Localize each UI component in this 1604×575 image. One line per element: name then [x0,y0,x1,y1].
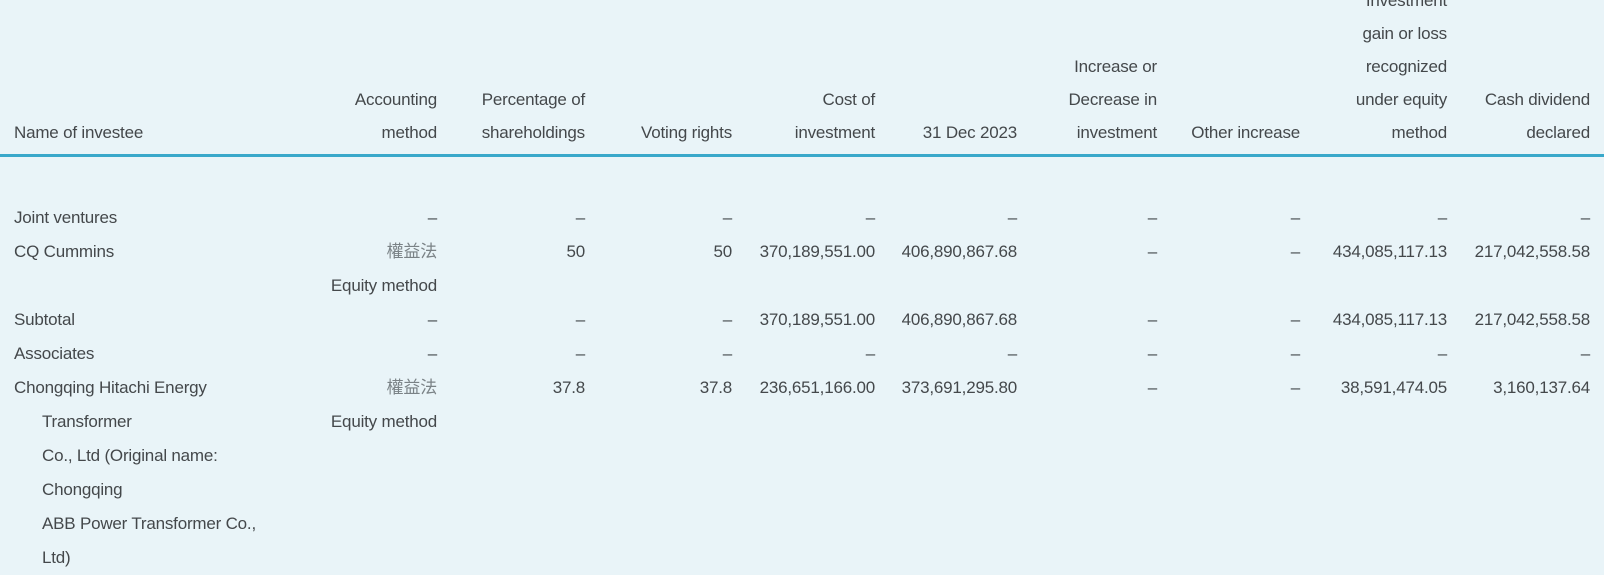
cell-increase-decrease: – [1147,310,1157,329]
cell-other-increase: – [1290,242,1300,261]
cell-percentage: 37.8 [552,378,585,397]
cell-name: CQ Cummins [14,242,115,261]
cell-cost-of-investment: – [865,344,875,363]
cell-voting-rights: 37.8 [699,378,732,397]
col-header-cash-dividend: Cash dividend declared [1447,0,1604,157]
cell-voting-rights: 50 [713,242,732,261]
col-header-other-increase: Other increase [1157,0,1300,157]
cell-name: Chongqing Hitachi Energy Transformer Co.… [14,378,256,567]
spacer-row [0,156,1604,202]
table-row-cq-cummins: CQ Cummins 權益法 Equity method 50 50 370,1… [0,235,1604,303]
cell-voting-rights: – [722,310,732,329]
table-row-subtotal: Subtotal – – – 370,189,551.00 406,890,86… [0,303,1604,337]
col-header-voting-rights: Voting rights [585,0,732,157]
cell-accounting-method: – [427,310,437,329]
cell-percentage: – [575,208,585,227]
col-header-accounting-method: Accounting method [270,0,437,157]
cell-name: Subtotal [14,310,75,329]
cell-equity-gain: 38,591,474.05 [1340,378,1447,397]
cell-other-increase: – [1290,208,1300,227]
table-row-joint-ventures: Joint ventures – – – – – – – – – [0,201,1604,235]
cell-voting-rights: – [722,344,732,363]
col-header-increase-or-decrease: Increase or Decrease in investment [1017,0,1157,157]
cell-cash-dividend: 3,160,137.64 [1493,378,1590,397]
cell-equity-gain: – [1437,344,1447,363]
cell-other-increase: – [1290,344,1300,363]
cell-percentage: – [575,310,585,329]
cell-31-dec-2023: – [1007,344,1017,363]
cell-increase-decrease: – [1147,208,1157,227]
cell-31-dec-2023: 406,890,867.68 [901,242,1018,261]
table-row-associates: Associates – – – – – – – – – [0,337,1604,371]
cell-cost-of-investment: 370,189,551.00 [759,242,876,261]
cell-other-increase: – [1290,310,1300,329]
cell-cost-of-investment: – [865,208,875,227]
cell-cost-of-investment: 236,651,166.00 [759,378,876,397]
accounting-method-chinese: 權益法 [386,242,438,261]
accounting-method-chinese: 權益法 [386,378,438,397]
cell-accounting-method: – [427,208,437,227]
cell-cash-dividend: – [1580,208,1590,227]
col-header-percentage-of-shareholdings: Percentage of shareholdings [437,0,585,157]
cell-equity-gain: 434,085,117.13 [1332,310,1447,329]
cell-accounting-method: – [427,344,437,363]
cell-percentage: – [575,344,585,363]
col-header-31-dec-2023: 31 Dec 2023 [875,0,1017,157]
accounting-method-english: Equity method [330,276,437,295]
cell-increase-decrease: – [1147,378,1157,397]
table-row-chongqing-hitachi: Chongqing Hitachi Energy Transformer Co.… [0,371,1604,575]
cell-accounting-method: 權益法 Equity method [270,371,437,575]
accounting-method-english: Equity method [330,412,437,431]
cell-cost-of-investment: 370,189,551.00 [759,310,876,329]
cell-cash-dividend: 217,042,558.58 [1474,242,1591,261]
cell-name: Associates [14,344,95,363]
cell-name: Joint ventures [14,208,118,227]
cell-increase-decrease: – [1147,344,1157,363]
cell-increase-decrease: – [1147,242,1157,261]
cell-equity-gain: – [1437,208,1447,227]
cell-cash-dividend: – [1580,344,1590,363]
cell-31-dec-2023: 406,890,867.68 [901,310,1018,329]
cell-other-increase: – [1290,378,1300,397]
cell-31-dec-2023: 373,691,295.80 [901,378,1018,397]
cell-voting-rights: – [722,208,732,227]
cell-percentage: 50 [566,242,585,261]
cell-accounting-method: 權益法 Equity method [270,235,437,303]
cell-cash-dividend: 217,042,558.58 [1474,310,1591,329]
cell-31-dec-2023: – [1007,208,1017,227]
col-header-equity-method-gain: Investment gain or loss recognized under… [1300,0,1447,157]
cell-equity-gain: 434,085,117.13 [1332,242,1447,261]
col-header-cost-of-investment: Cost of investment [732,0,875,157]
header-row: Name of investee Accounting method Perce… [0,0,1604,157]
col-header-name-of-investee: Name of investee [0,0,270,157]
